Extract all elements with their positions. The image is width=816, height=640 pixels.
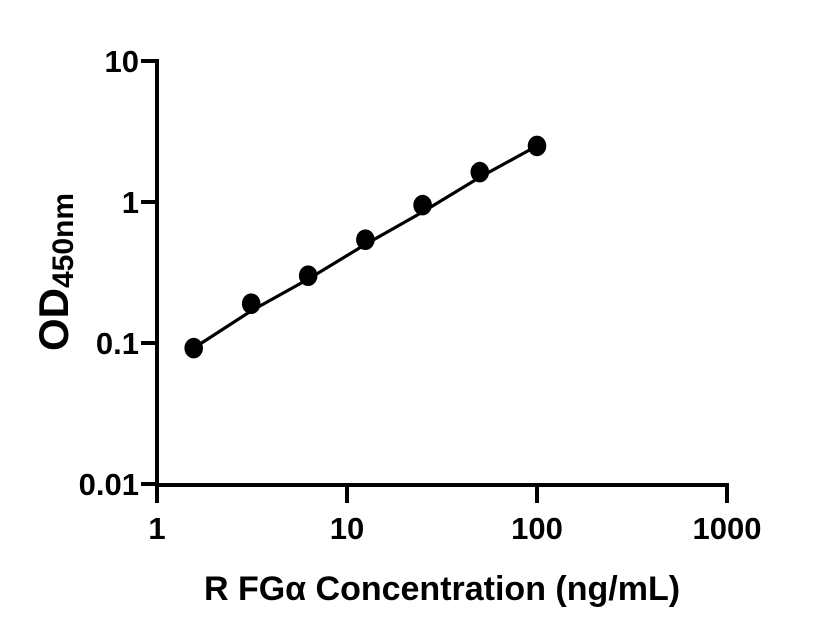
data-point-marker — [527, 135, 547, 157]
data-point-marker — [413, 194, 432, 216]
data-point-marker — [470, 161, 490, 183]
y-tick-label: 0.01 — [79, 467, 139, 502]
x-tick-label: 1000 — [693, 511, 762, 546]
y-tick-label: 10 — [105, 44, 139, 79]
x-tick-label: 1 — [148, 511, 165, 546]
y-tick-label: 0.1 — [96, 326, 139, 361]
data-point-marker — [356, 229, 375, 250]
y-axis-title: OD450nm — [30, 193, 80, 351]
x-tick-label: 100 — [511, 511, 563, 546]
y-tick-label: 1 — [122, 185, 139, 220]
data-points-group — [184, 135, 547, 359]
data-point-marker — [298, 265, 318, 287]
tick-labels: 10 1 0.1 0.01 1 10 100 1000 — [79, 44, 762, 546]
axes — [141, 59, 729, 503]
data-point-marker — [241, 293, 261, 315]
x-tick-label: 10 — [330, 511, 364, 546]
data-point-marker — [184, 337, 203, 359]
y-axis-title-subscript: 450nm — [47, 193, 80, 288]
y-axis-title-main: OD — [30, 288, 77, 351]
x-axis-title: R FGα Concentration (ng/mL) — [204, 570, 680, 608]
